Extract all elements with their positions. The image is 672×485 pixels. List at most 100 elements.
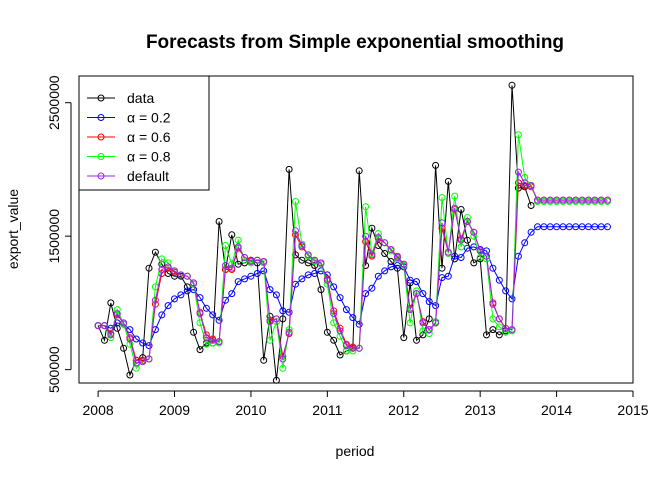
plot-frame (78, 75, 634, 384)
x-tick-label: 2014 (541, 402, 572, 418)
data-point (260, 258, 268, 265)
x-tick-label: 2010 (235, 402, 266, 418)
data-point (285, 328, 293, 336)
data-point (101, 322, 108, 330)
data-point (476, 247, 484, 255)
data-point (202, 304, 210, 312)
data-point (604, 223, 611, 231)
data-point (158, 266, 166, 273)
data-point (234, 278, 242, 286)
x-tick-label: 2012 (388, 402, 419, 418)
data-point (374, 234, 382, 241)
data-point (419, 327, 427, 335)
data-point (132, 359, 140, 367)
data-point (196, 310, 204, 318)
data-point (413, 336, 420, 344)
data-point (272, 291, 280, 299)
data-point (304, 271, 312, 279)
data-point (190, 279, 198, 287)
data-point (406, 276, 414, 284)
data-point (183, 272, 191, 280)
data-point (451, 192, 459, 200)
data-point (425, 326, 433, 334)
series-line (98, 182, 608, 361)
data-point (234, 243, 242, 251)
data-point (323, 276, 331, 284)
series-0 (94, 81, 535, 384)
data-point (457, 236, 465, 244)
data-point (145, 355, 153, 363)
data-point (521, 179, 529, 187)
data-point (381, 250, 389, 257)
data-point (463, 218, 471, 225)
data-point (209, 336, 217, 344)
data-point (311, 262, 319, 269)
legend-label: default (127, 168, 169, 184)
data-point (502, 287, 510, 295)
data-point (285, 165, 293, 173)
data-point (330, 283, 338, 291)
data-point (260, 356, 268, 364)
data-point (330, 310, 338, 318)
data-point (336, 294, 344, 302)
series-layer (94, 81, 611, 384)
data-point (489, 326, 497, 334)
x-axis-label: period (336, 443, 375, 459)
data-point (139, 339, 147, 347)
data-point (502, 328, 510, 336)
data-point (527, 228, 535, 236)
data-point (272, 315, 280, 323)
legend-marker-swatch (97, 153, 105, 160)
data-point (311, 270, 319, 277)
data-point (202, 334, 210, 342)
data-point (444, 177, 452, 185)
x-axis: 2008 2009 2010 2011 2012 2013 2014 2015 (83, 390, 649, 418)
data-point (107, 324, 115, 332)
data-point (502, 324, 510, 332)
data-point (432, 302, 440, 310)
data-point (196, 346, 204, 354)
x-tick-label: 2011 (312, 402, 342, 418)
data-point (279, 307, 287, 315)
y-tick-label: 2500000 (46, 75, 62, 130)
data-point (381, 239, 389, 247)
legend-item: α = 0.6 (87, 129, 171, 145)
legend-item: α = 0.2 (87, 110, 171, 126)
data-point (604, 196, 611, 204)
data-point (253, 270, 261, 277)
series-line (98, 170, 608, 364)
data-point (292, 227, 299, 235)
data-point (336, 351, 344, 359)
y-axis-label: export_value (5, 189, 21, 269)
data-point (387, 246, 395, 253)
data-point (438, 194, 446, 201)
data-point (215, 338, 223, 346)
data-point (342, 306, 350, 314)
data-point (387, 258, 395, 265)
data-point (495, 331, 503, 339)
data-point (253, 256, 261, 264)
y-tick-label: 1500000 (46, 209, 62, 264)
data-point (158, 255, 166, 263)
data-point (266, 318, 274, 326)
x-tick-label: 2009 (159, 402, 190, 418)
data-point (457, 243, 465, 251)
legend-label: data (127, 90, 154, 106)
data-point (400, 334, 408, 342)
data-point (355, 167, 363, 175)
data-point (432, 319, 440, 327)
data-point (113, 310, 121, 318)
data-point (215, 316, 223, 324)
data-point (508, 326, 516, 334)
legend-label: α = 0.6 (127, 129, 171, 145)
data-point (298, 256, 306, 264)
data-point (400, 260, 408, 268)
data-point (145, 264, 153, 272)
data-point (209, 311, 217, 319)
data-point (158, 260, 166, 268)
data-point (425, 315, 433, 323)
data-point (444, 248, 452, 256)
data-point (323, 328, 331, 336)
data-point (483, 252, 490, 260)
data-point (451, 252, 459, 260)
